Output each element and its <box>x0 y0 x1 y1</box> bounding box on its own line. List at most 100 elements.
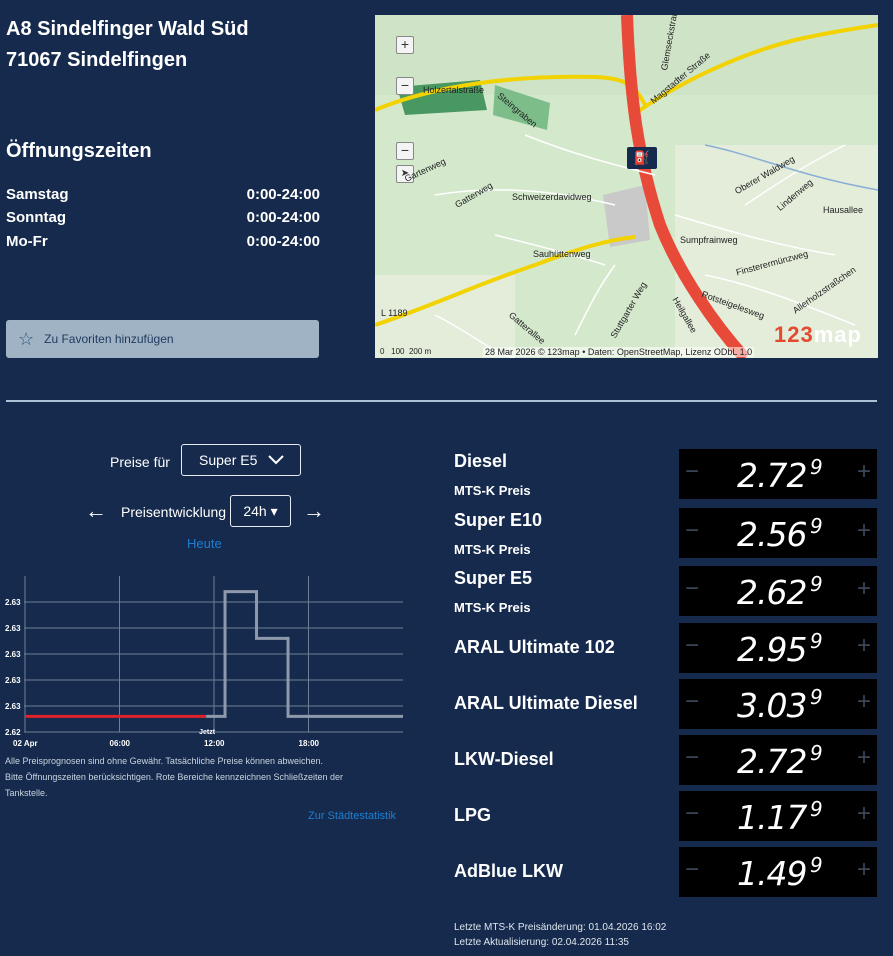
fuel-name: Super E5 <box>454 568 533 588</box>
road-label: Sumpfrainweg <box>680 235 738 245</box>
time-range-value: 24h ▾ <box>243 502 278 519</box>
y-tick-label: 2.63 <box>5 624 21 633</box>
map-roads <box>375 15 878 358</box>
fuel-name: ARAL Ultimate 102 <box>454 637 615 657</box>
plus-button[interactable]: + <box>856 856 871 883</box>
price-display: − 2.72 9 + <box>679 449 877 499</box>
plus-button[interactable]: + <box>856 458 871 485</box>
price-main-digits: 2.72 <box>737 742 807 781</box>
zoom-out-button[interactable]: − <box>396 77 414 95</box>
time-range-select[interactable]: 24h ▾ <box>230 495 291 527</box>
minus-button[interactable]: − <box>685 458 700 485</box>
hours-time: 0:00-24:00 <box>246 186 320 203</box>
price-display: − 2.72 9 + <box>679 735 877 785</box>
map-attribution: 28 Mar 2026 © 123map • Daten: OpenStreet… <box>483 347 755 357</box>
y-tick-label: 2.62 <box>5 728 21 737</box>
price-last-digit: 9 <box>810 853 823 877</box>
scale-label: 100 <box>391 347 405 356</box>
price-main-digits: 2.62 <box>737 573 807 612</box>
disclaimer-text: Tankstelle. <box>5 788 48 798</box>
minus-button[interactable]: − <box>685 744 700 771</box>
fuel-type-value: Super E5 <box>199 452 258 468</box>
price-trend-chart: 2.63 2.63 2.63 2.63 2.63 2.62 02 Apr 06:00 12:00… <box>5 576 403 748</box>
price-main-digits: 2.95 <box>737 630 807 669</box>
now-label: Jetzt <box>199 729 216 736</box>
road-label: Holzertalstraße <box>423 85 485 95</box>
hours-row: Mo-Fr 0:00-24:00 <box>6 233 320 250</box>
hours-day: Mo-Fr <box>6 233 48 250</box>
fuel-type-select[interactable]: Super E5 <box>181 444 301 476</box>
chevron-down-icon <box>268 455 284 465</box>
today-link[interactable]: Heute <box>187 536 222 551</box>
price-main-digits: 2.72 <box>737 456 807 495</box>
city-statistics-link[interactable]: Zur Städtestatistik <box>308 810 397 822</box>
next-arrow-button[interactable]: → <box>303 498 325 523</box>
minus-button[interactable]: − <box>685 632 700 659</box>
scale-label: 200 m <box>408 347 432 356</box>
road-label: Schweizerdavidweg <box>512 192 592 202</box>
fuel-name: Diesel <box>454 451 508 471</box>
road-label: Sauhüttenweg <box>533 249 591 259</box>
minus-button[interactable]: − <box>685 800 700 827</box>
hours-row: Samstag 0:00-24:00 <box>6 186 320 203</box>
price-forecast-line <box>206 590 403 718</box>
station-name: A8 Sindelfinger Wald Süd <box>6 18 249 40</box>
last-update: Letzte Aktualisierung: 02.04.2026 11:35 <box>454 937 629 948</box>
minus-button[interactable]: − <box>685 688 700 715</box>
hours-time: 0:00-24:00 <box>246 209 320 226</box>
price-display: − 2.95 9 + <box>679 623 877 673</box>
scale-label: 0 <box>380 347 385 356</box>
plus-button[interactable]: + <box>856 517 871 544</box>
zoom-out-button[interactable]: − <box>396 142 414 160</box>
plus-button[interactable]: + <box>856 800 871 827</box>
opening-hours-title: Öffnungszeiten <box>6 140 152 162</box>
hours-day: Samstag <box>6 186 69 203</box>
price-last-digit: 9 <box>810 455 823 479</box>
y-tick-label: 2.63 <box>5 650 21 659</box>
y-tick-label: 2.63 <box>5 676 21 685</box>
plus-button[interactable]: + <box>856 575 871 602</box>
disclaimer-text: Bitte Öffnungszeiten berücksichtigen. Ro… <box>5 772 344 782</box>
map-scale: 0 100 200 m <box>380 347 431 356</box>
fuel-price-source: MTS-K Preis <box>454 600 531 615</box>
fuel-name: Super E10 <box>454 510 543 530</box>
x-tick-label: 18:00 <box>299 739 320 748</box>
map-logo: 123map <box>774 322 862 348</box>
fuel-name: AdBlue LKW <box>454 861 563 881</box>
price-main-digits: 2.56 <box>737 515 807 554</box>
station-map[interactable]: + − − ➤ ⛽ Holzertalstraße Steingraben Ga… <box>375 15 878 358</box>
price-main-digits: 1.17 <box>737 798 807 837</box>
minus-button[interactable]: − <box>685 575 700 602</box>
price-last-digit: 9 <box>810 741 823 765</box>
fuel-station-marker-icon[interactable]: ⛽ <box>627 147 657 169</box>
star-outline-icon: ☆ <box>18 329 35 349</box>
y-tick-label: 2.63 <box>5 702 21 711</box>
disclaimer-text: Alle Preisprognosen sind ohne Gewähr. Ta… <box>5 756 324 766</box>
price-main-digits: 1.49 <box>737 854 807 893</box>
price-display: − 1.17 9 + <box>679 791 877 841</box>
price-display: − 1.49 9 + <box>679 847 877 897</box>
plus-button[interactable]: + <box>856 688 871 715</box>
section-divider <box>6 400 877 402</box>
plus-button[interactable]: + <box>856 744 871 771</box>
x-tick-label: 02 Apr <box>13 739 38 748</box>
hours-day: Sonntag <box>6 209 66 226</box>
minus-button[interactable]: − <box>685 856 700 883</box>
locate-button[interactable]: ➤ <box>396 165 414 183</box>
minus-button[interactable]: − <box>685 517 700 544</box>
price-display: − 2.62 9 + <box>679 566 877 616</box>
add-to-favorites-button[interactable]: ☆ Zu Favoriten hinzufügen <box>6 320 319 358</box>
price-last-digit: 9 <box>810 572 823 596</box>
zoom-in-button[interactable]: + <box>396 36 414 54</box>
price-last-digit: 9 <box>810 685 823 709</box>
price-display: − 3.03 9 + <box>679 679 877 729</box>
logo-word: map <box>813 322 862 347</box>
last-mtsk-change: Letzte MTS-K Preisänderung: 01.04.2026 1… <box>454 922 667 933</box>
previous-arrow-button[interactable]: ← <box>85 498 107 523</box>
price-last-digit: 9 <box>810 514 823 538</box>
hours-row: Sonntag 0:00-24:00 <box>6 209 320 226</box>
favorites-label: Zu Favoriten hinzufügen <box>44 332 174 346</box>
plus-button[interactable]: + <box>856 632 871 659</box>
hours-time: 0:00-24:00 <box>246 233 320 250</box>
fuel-price-source: MTS-K Preis <box>454 542 531 557</box>
